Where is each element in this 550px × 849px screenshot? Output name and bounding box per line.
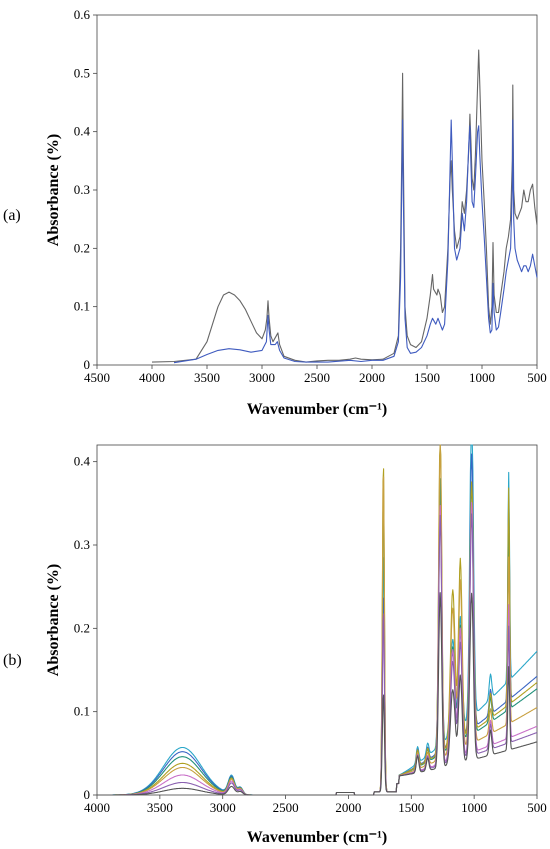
chart-a-y-tick-label: 0.5 [74,65,90,80]
chart-b-y-tick-label: 0.1 [74,704,90,719]
chart-a-y-tick-label: 0.3 [74,182,90,197]
chart-a-y-tick-label: 0.6 [74,7,91,22]
chart-b-y-tick-label: 0 [84,787,91,802]
chart-b-x-tick-label: 3500 [147,800,173,815]
chart-a-plot-frame [96,14,538,366]
chart-b-series-line [97,592,538,796]
chart-b-x-tick-label: 4000 [84,800,110,815]
chart-b-x-tick-label: 2000 [335,800,361,815]
chart-b-x-tick-label: 3000 [210,800,236,815]
chart-a-y-tick-label: 0.2 [74,240,90,255]
chart-b-y-tick-label: 0.3 [74,537,90,552]
chart-b-panel-label: (b) [3,652,22,669]
chart-b-y-axis-label: Absorbance (%) [45,564,62,676]
chart-a-x-tick-label: 3500 [194,370,220,385]
chart-a: 0 0.1 0.2 0.3 0.4 0.5 0.6 4500 4000 3500 3000 2500… [3,7,547,418]
chart-a-y-tick-label: 0.4 [74,124,91,139]
chart-b-x-tick-label: 500 [527,800,547,815]
chart-a-x-tick-label: 3000 [249,370,275,385]
chart-a-x-tick-label: 1000 [469,370,495,385]
chart-b-x-tick-label: 2500 [273,800,299,815]
chart-a-x-tick-label: 500 [527,370,547,385]
chart-b-series-line [97,513,538,796]
chart-b-x-tick-label: 1000 [461,800,487,815]
chart-a-panel-label: (a) [3,207,21,224]
chart-a-x-tick-label: 2500 [304,370,330,385]
chart-b-x-axis-label: Wavenumber (cm⁻¹) [247,829,387,846]
chart-a-y-tick-label: 0 [84,357,91,372]
chart-a-x-tick-label: 2000 [359,370,385,385]
chart-a-series-line [173,119,538,364]
chart-b: 0 0.1 0.2 0.3 0.4 4000 3500 3000 2500 2000 1500 10… [3,444,547,846]
chart-a-x-tick-label: 1500 [414,370,440,385]
chart-a-series-line [151,49,538,363]
chart-b-y-tick-label: 0.2 [74,620,90,635]
chart-a-x-tick-label: 4500 [84,370,110,385]
chart-a-y-tick-label: 0.1 [74,299,90,314]
chart-b-y-tick-label: 0.4 [74,454,91,469]
chart-a-x-axis-label: Wavenumber (cm⁻¹) [247,401,387,418]
chart-b-x-tick-label: 1500 [398,800,424,815]
chart-a-x-tick-label: 4000 [139,370,165,385]
chart-a-y-axis-label: Absorbance (%) [45,134,62,246]
